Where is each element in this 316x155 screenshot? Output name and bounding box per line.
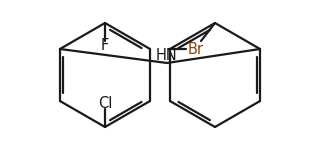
Text: F: F — [101, 38, 109, 53]
Text: Br: Br — [188, 42, 204, 57]
Text: Cl: Cl — [98, 95, 112, 111]
Text: HN: HN — [156, 47, 178, 62]
